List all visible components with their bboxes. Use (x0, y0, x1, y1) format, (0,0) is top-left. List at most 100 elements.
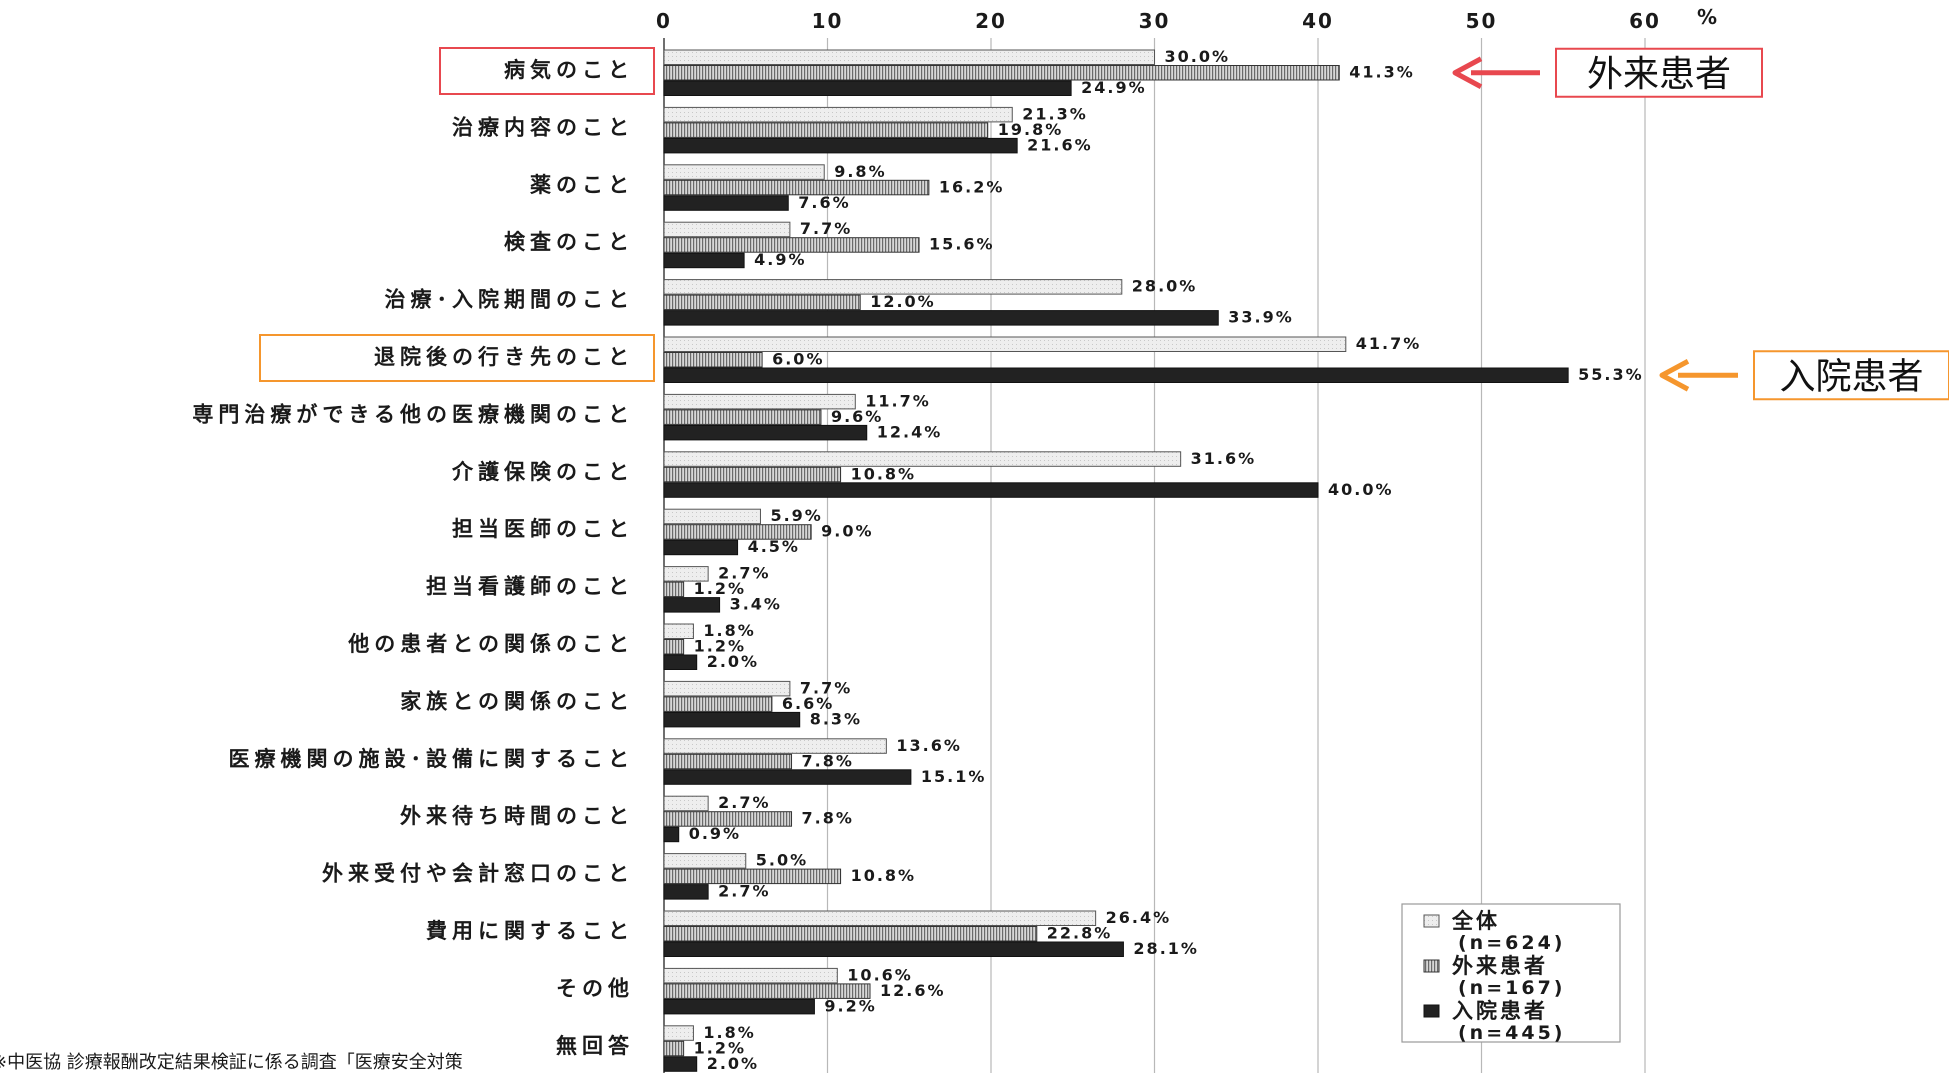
legend-series-n: (n=624) (1458, 932, 1565, 954)
data-label: 7.7% (800, 219, 852, 238)
data-label: 3.4% (730, 595, 782, 614)
data-label: 41.7% (1356, 334, 1422, 353)
data-label: 7.7% (800, 678, 852, 697)
data-label: 41.3% (1349, 63, 1415, 82)
data-label: 12.4% (877, 422, 943, 441)
bar-外来患者 (663, 409, 822, 425)
arrow-left-icon (1659, 359, 1690, 392)
data-label: 19.8% (998, 120, 1064, 139)
bars (663, 49, 1569, 1072)
data-label: 55.3% (1578, 365, 1644, 384)
x-axis: 0 10 20 30 40 50 60% (656, 5, 1717, 33)
data-label: 33.9% (1228, 308, 1294, 327)
x-tick-label: 10 (812, 9, 844, 33)
data-label: 12.0% (870, 292, 936, 311)
data-label: 6.0% (772, 350, 824, 369)
callout-box (1753, 350, 1949, 401)
bar-外来患者 (663, 466, 842, 483)
data-label: 12.6% (880, 981, 946, 1000)
x-tick-label: 30 (1139, 9, 1171, 33)
data-label: 2.7% (718, 564, 770, 583)
data-label: 0.9% (689, 824, 741, 843)
data-label: 7.8% (802, 809, 854, 828)
data-label: 6.6% (782, 694, 834, 713)
bar-全体 (663, 738, 887, 754)
data-label: 9.0% (821, 522, 873, 541)
bar-外来患者 (663, 237, 920, 253)
category-label: 治療･入院期間のこと (385, 288, 635, 312)
bar-全体 (663, 680, 791, 697)
bar-外来患者 (663, 753, 793, 770)
bar-全体 (663, 393, 856, 410)
bar-全体 (663, 279, 1123, 295)
bar-全体 (663, 221, 791, 238)
bar-入院患者 (663, 1056, 698, 1072)
bar-全体 (663, 106, 1013, 123)
bar-入院患者 (663, 711, 801, 728)
bar-外来患者 (663, 524, 812, 540)
data-label: 9.6% (831, 407, 883, 426)
category-label: 他の患者との関係のこと (347, 632, 634, 656)
category-label: 検査のこと (504, 230, 634, 254)
callout-text: 入院患者 (1779, 356, 1923, 397)
data-label: 7.8% (802, 751, 854, 770)
bar-入院患者 (663, 80, 1072, 96)
category-label: 担当看護師のこと (426, 575, 634, 599)
footnote: ※中医協 診療報酬改定結果検証に係る調査「医療安全対策 (0, 1052, 463, 1073)
bar-入院患者 (663, 539, 739, 556)
data-label: 15.1% (921, 767, 987, 786)
category-label: 費用に関すること (426, 919, 634, 943)
data-label: 15.6% (929, 235, 995, 254)
category-label: 無回答 (556, 1034, 634, 1058)
data-label: 2.7% (718, 882, 770, 901)
bar-全体 (663, 967, 838, 984)
legend-series-n: (n=167) (1458, 977, 1565, 999)
callout-text: 外来患者 (1587, 54, 1731, 95)
bar-全体 (663, 336, 1347, 352)
category-label: 介護保険のこと (451, 460, 634, 484)
bar-入院患者 (663, 597, 721, 613)
bar-外来患者 (663, 696, 773, 712)
data-label: 24.9% (1081, 78, 1147, 97)
data-label: 31.6% (1191, 449, 1257, 468)
data-label: 40.0% (1328, 480, 1394, 499)
bar-入院患者 (663, 252, 745, 269)
data-label: 9.2% (824, 996, 876, 1015)
bar-外来患者 (663, 122, 989, 138)
data-label: 26.4% (1106, 908, 1172, 927)
bar-入院患者 (663, 884, 709, 900)
bar-全体 (663, 910, 1097, 926)
data-label: 1.2% (694, 1038, 746, 1057)
bar-入院患者 (663, 998, 815, 1015)
bar-外来患者 (663, 179, 930, 196)
bar-外来患者 (663, 926, 1038, 942)
bar-全体 (663, 49, 1155, 65)
data-label: 11.7% (865, 391, 931, 410)
x-tick-label: 0 (656, 9, 672, 33)
bar-外来患者 (663, 352, 763, 368)
legend: 全体(n=624)外来患者(n=167)入院患者(n=445) (1401, 903, 1621, 1044)
data-label: 16.2% (939, 177, 1005, 196)
value-labels: 30.0% 41.3% 24.9% 21.3%19.8%21.6% 9.8% 16.2% 7… (689, 47, 1644, 1073)
bar-全体 (663, 164, 825, 180)
data-label: 13.6% (896, 736, 962, 755)
bar-外来患者 (663, 983, 871, 999)
data-label: 7.6% (798, 193, 850, 212)
data-label: 21.6% (1027, 135, 1093, 154)
x-tick-label: 60 (1629, 9, 1661, 33)
category-label: 担当医師のこと (452, 517, 634, 541)
bar-全体 (663, 623, 694, 639)
x-tick-label: 20 (975, 9, 1007, 33)
bar-全体 (663, 1025, 694, 1041)
data-label: 5.0% (756, 851, 808, 870)
data-label: 10.6% (847, 965, 913, 984)
category-label: 治療内容のこと (452, 115, 634, 139)
category-label: 家族との関係のこと (400, 689, 634, 713)
data-label: 21.3% (1022, 104, 1088, 123)
data-label: 28.1% (1133, 939, 1199, 958)
category-label: 専門治療ができる他の医療機関のこと (192, 402, 634, 426)
bar-全体 (663, 508, 761, 525)
legend-series-name: 外来患者 (1452, 954, 1548, 978)
legend-series-name: 入院患者 (1452, 999, 1548, 1023)
